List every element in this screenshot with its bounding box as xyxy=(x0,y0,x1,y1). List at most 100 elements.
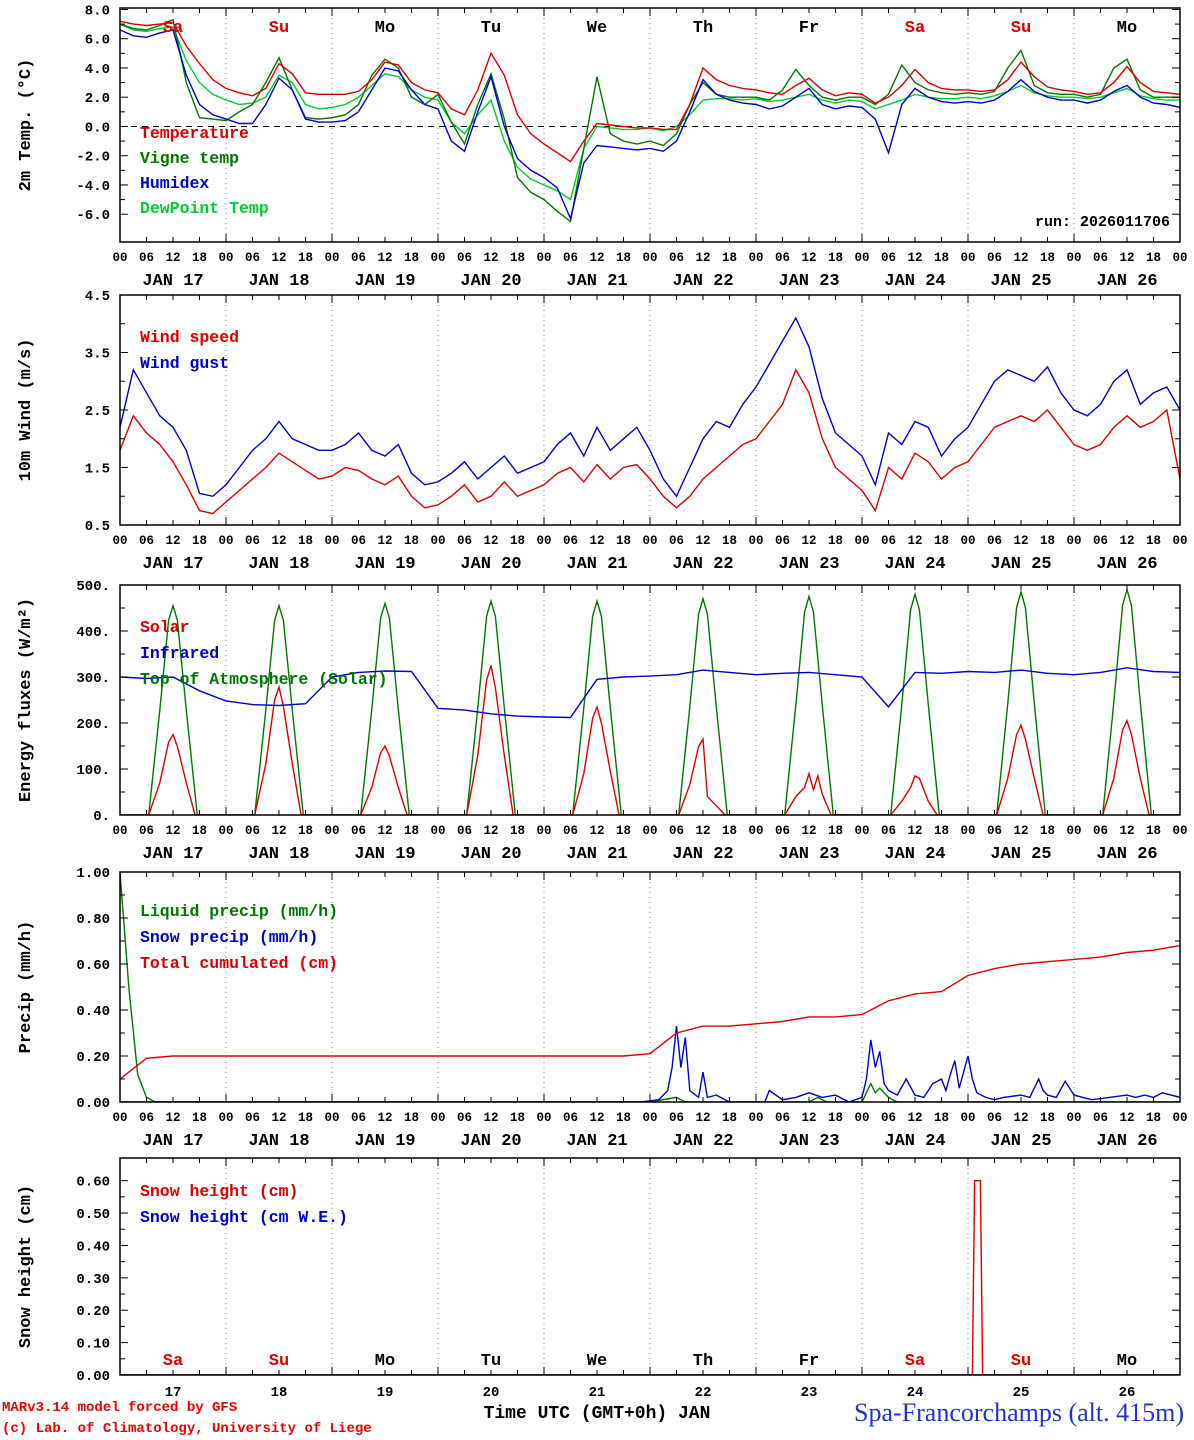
svg-text:Th: Th xyxy=(693,1352,713,1371)
svg-text:Infrared: Infrared xyxy=(140,644,219,663)
svg-text:18: 18 xyxy=(1040,1111,1055,1125)
svg-text:12: 12 xyxy=(165,824,180,838)
svg-text:Su: Su xyxy=(1011,1352,1031,1371)
svg-text:JAN 18: JAN 18 xyxy=(248,845,309,864)
svg-text:06: 06 xyxy=(139,534,154,548)
svg-text:18: 18 xyxy=(722,251,737,265)
svg-text:06: 06 xyxy=(881,1111,896,1125)
svg-text:18: 18 xyxy=(722,824,737,838)
series-line xyxy=(120,587,1180,815)
svg-text:00: 00 xyxy=(218,534,233,548)
svg-text:06: 06 xyxy=(139,824,154,838)
svg-text:0.5: 0.5 xyxy=(85,519,110,535)
svg-text:00: 00 xyxy=(1066,1111,1081,1125)
series-line xyxy=(120,20,1180,163)
svg-text:06: 06 xyxy=(457,251,472,265)
svg-text:Mo: Mo xyxy=(1117,1352,1137,1371)
svg-text:18: 18 xyxy=(298,824,313,838)
svg-text:00: 00 xyxy=(1172,251,1187,265)
svg-text:20: 20 xyxy=(483,1385,500,1401)
svg-text:JAN 17: JAN 17 xyxy=(142,1132,203,1151)
svg-text:00: 00 xyxy=(748,251,763,265)
svg-text:12: 12 xyxy=(483,824,498,838)
svg-text:Fr: Fr xyxy=(799,1352,819,1371)
svg-text:06: 06 xyxy=(881,824,896,838)
svg-text:12: 12 xyxy=(377,251,392,265)
svg-text:18: 18 xyxy=(192,251,207,265)
svg-text:Snow height (cm): Snow height (cm) xyxy=(17,1185,36,1348)
svg-text:Su: Su xyxy=(1011,19,1031,38)
svg-text:JAN 23: JAN 23 xyxy=(778,845,839,864)
svg-text:21: 21 xyxy=(589,1385,606,1401)
svg-text:JAN 17: JAN 17 xyxy=(142,555,203,574)
svg-text:06: 06 xyxy=(669,251,684,265)
svg-text:00: 00 xyxy=(536,251,551,265)
svg-text:0.00: 0.00 xyxy=(76,1096,110,1112)
svg-text:Sa: Sa xyxy=(163,1352,183,1371)
svg-text:12: 12 xyxy=(589,824,604,838)
svg-text:0.10: 0.10 xyxy=(76,1337,110,1353)
svg-text:00: 00 xyxy=(642,824,657,838)
svg-text:18: 18 xyxy=(1146,1111,1161,1125)
svg-text:00: 00 xyxy=(854,824,869,838)
svg-text:06: 06 xyxy=(245,534,260,548)
svg-text:18: 18 xyxy=(722,534,737,548)
svg-text:00: 00 xyxy=(1172,824,1187,838)
svg-text:0.30: 0.30 xyxy=(76,1272,110,1288)
svg-text:00: 00 xyxy=(960,824,975,838)
svg-text:JAN 26: JAN 26 xyxy=(1096,272,1157,291)
svg-text:Top of Atmosphere (Solar): Top of Atmosphere (Solar) xyxy=(140,670,388,689)
svg-text:00: 00 xyxy=(748,824,763,838)
svg-text:12: 12 xyxy=(165,534,180,548)
svg-text:18: 18 xyxy=(828,534,843,548)
series-line xyxy=(120,316,1180,498)
panel-energy-fluxes: 500.400.300.200.100.0.00 06 12 18 00 06 12 18 00… xyxy=(17,579,1188,864)
svg-text:06: 06 xyxy=(245,251,260,265)
svg-text:18: 18 xyxy=(404,534,419,548)
svg-text:2.5: 2.5 xyxy=(85,404,110,420)
svg-text:12: 12 xyxy=(483,534,498,548)
station-label: Spa-Francorchamps (alt. 415m) xyxy=(854,1398,1184,1427)
svg-text:26: 26 xyxy=(1119,1385,1136,1401)
svg-text:JAN 18: JAN 18 xyxy=(248,1132,309,1151)
svg-text:00: 00 xyxy=(430,1111,445,1125)
svg-text:06: 06 xyxy=(457,1111,472,1125)
svg-text:12: 12 xyxy=(907,1111,922,1125)
svg-text:100.: 100. xyxy=(76,763,110,779)
series-line xyxy=(120,1179,1180,1375)
svg-text:JAN 20: JAN 20 xyxy=(460,1132,521,1151)
svg-text:06: 06 xyxy=(1093,251,1108,265)
svg-text:18: 18 xyxy=(616,824,631,838)
svg-text:18: 18 xyxy=(1040,534,1055,548)
svg-text:JAN 22: JAN 22 xyxy=(672,1132,733,1151)
panel-2m-temp: 8.0 6.0 4.0 2.0 0.0 -2.0 -4.0 -6.0 00 06 12 18 00 06 1… xyxy=(17,3,1188,291)
svg-text:00: 00 xyxy=(218,251,233,265)
model-credit: MARv3.14 model forced by GFS (c) Lab. of… xyxy=(2,1398,372,1440)
svg-text:JAN 19: JAN 19 xyxy=(354,272,415,291)
svg-text:00: 00 xyxy=(854,251,869,265)
svg-text:18: 18 xyxy=(298,251,313,265)
svg-text:18: 18 xyxy=(192,1111,207,1125)
svg-text:0.60: 0.60 xyxy=(76,1175,110,1191)
svg-text:06: 06 xyxy=(775,1111,790,1125)
svg-text:300.: 300. xyxy=(76,671,110,687)
svg-text:06: 06 xyxy=(245,1111,260,1125)
svg-text:0.40: 0.40 xyxy=(76,1239,110,1255)
svg-text:12: 12 xyxy=(589,534,604,548)
svg-text:06: 06 xyxy=(139,251,154,265)
panel-10m-wind: 4.53.52.51.50.500 06 12 18 00 06 12 18 00 06 12 18 0… xyxy=(17,289,1188,574)
svg-text:12: 12 xyxy=(377,534,392,548)
svg-text:00: 00 xyxy=(1066,534,1081,548)
svg-text:500.: 500. xyxy=(76,579,110,595)
svg-text:00: 00 xyxy=(324,251,339,265)
svg-text:00: 00 xyxy=(1066,824,1081,838)
svg-text:18: 18 xyxy=(934,824,949,838)
svg-text:Wind gust: Wind gust xyxy=(140,354,229,373)
svg-text:00: 00 xyxy=(748,534,763,548)
svg-text:06: 06 xyxy=(987,251,1002,265)
svg-text:00: 00 xyxy=(324,1111,339,1125)
svg-text:18: 18 xyxy=(510,824,525,838)
svg-text:18: 18 xyxy=(271,1385,288,1401)
svg-text:06: 06 xyxy=(563,534,578,548)
